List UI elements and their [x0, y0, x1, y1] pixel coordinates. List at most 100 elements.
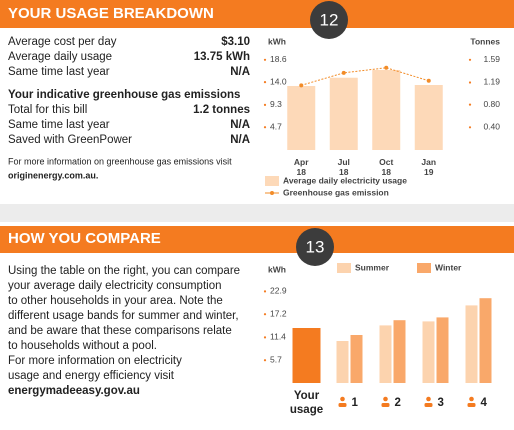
icon-body	[338, 403, 347, 407]
person-icon	[467, 396, 476, 407]
header-bar	[0, 226, 514, 253]
row-value: N/A	[230, 66, 250, 78]
person-icon	[381, 396, 390, 407]
tick-mark	[263, 290, 267, 293]
y2-axis-title: Tonnes	[470, 36, 500, 46]
y2-tick-label: 1.59	[483, 54, 500, 64]
emissions-heading: Your indicative greenhouse gas emissions	[8, 89, 240, 101]
badge-number: 13	[306, 237, 325, 256]
bar	[465, 305, 478, 383]
row-value: 1.2 tonnes	[193, 104, 250, 116]
person-icon	[338, 396, 347, 407]
row-label: Same time last year	[8, 119, 110, 131]
y-tick-label: 9.3	[270, 99, 282, 109]
y-tick-label: 4.7	[270, 121, 282, 131]
tick-mark	[263, 103, 267, 106]
legend-label: Winter	[435, 262, 462, 272]
bar	[350, 335, 363, 383]
y-axis-title: kWh	[268, 264, 286, 274]
line-point	[384, 65, 389, 70]
x-tick-label: 4	[481, 397, 488, 409]
paragraph-line: usage and energy efficiency visit	[8, 370, 175, 382]
y2-tick-label: 0.80	[483, 99, 500, 109]
row-label: Average daily usage	[8, 51, 112, 63]
badge-number: 12	[320, 10, 339, 29]
tick-mark	[468, 126, 472, 129]
legend-dot	[270, 191, 274, 195]
bar	[292, 328, 321, 383]
tick-mark	[263, 313, 267, 316]
icon-head	[383, 396, 388, 402]
bar	[329, 77, 358, 150]
paragraph-line: to other households in your area. Note t…	[8, 295, 223, 307]
bar	[379, 325, 392, 383]
tick-mark	[468, 81, 472, 84]
separator	[0, 204, 514, 222]
paragraph-line: Using the table on the right, you can co…	[8, 265, 240, 277]
y-tick-label: 18.6	[270, 54, 287, 64]
x-tick-label: Oct 18	[379, 157, 393, 177]
y2-tick-label: 1.19	[483, 77, 500, 87]
x-tick-label: Jul 18	[338, 157, 350, 177]
icon-head	[426, 396, 431, 402]
row-value: $3.10	[221, 36, 250, 48]
note: For more information on greenhouse gas e…	[8, 156, 232, 166]
y-axis-title: kWh	[268, 36, 286, 46]
row-label: Total for this bill	[8, 104, 87, 116]
x-tick-label: 3	[438, 397, 444, 409]
x-tick-label: Your usage	[290, 390, 323, 416]
row-value: N/A	[230, 134, 250, 146]
legend-label: Summer	[355, 262, 390, 272]
line-point	[341, 70, 346, 75]
tick-mark	[263, 58, 267, 61]
tick-mark	[468, 58, 472, 61]
bar	[422, 321, 435, 383]
x-tick-label: Jan 19	[421, 157, 436, 177]
bar	[287, 85, 316, 150]
icon-body	[467, 403, 476, 407]
x-tick-label: Apr 18	[294, 157, 309, 177]
bar	[393, 320, 406, 383]
legend-swatch	[337, 263, 351, 273]
bar	[336, 341, 349, 383]
paragraph-line: to households without a pool.	[8, 340, 157, 352]
y-tick-label: 22.9	[270, 286, 287, 296]
y-tick-label: 11.4	[270, 332, 286, 342]
icon-body	[381, 403, 390, 407]
y-tick-label: 5.7	[270, 354, 282, 364]
badge	[296, 228, 334, 266]
bar	[372, 69, 401, 150]
section-title: HOW YOU COMPARE	[8, 230, 161, 247]
tick-mark	[263, 81, 267, 84]
link: originenergy.com.au.	[8, 170, 98, 180]
bar	[436, 317, 449, 383]
legend-label: Average daily electricity usage	[283, 175, 407, 185]
header-bar	[0, 0, 514, 28]
legend-swatch	[417, 263, 431, 273]
y-tick-label: 17.2	[270, 308, 287, 318]
row-value: 13.75 kWh	[194, 51, 250, 63]
icon-head	[340, 396, 345, 402]
paragraph-line: different usage bands for summer and win…	[8, 310, 239, 322]
link: energymadeeasy.gov.au	[8, 385, 140, 397]
badge	[310, 1, 348, 39]
paragraph-line: and be aware that these comparisons rela…	[8, 325, 232, 337]
line-series	[301, 67, 429, 86]
person-icon	[424, 396, 433, 407]
legend-label: Greenhouse gas emission	[283, 187, 389, 197]
section-title: YOUR USAGE BREAKDOWN	[8, 5, 214, 22]
icon-body	[424, 403, 433, 407]
tick-mark	[468, 103, 472, 106]
paragraph-line: For more information on electricity	[8, 355, 182, 367]
x-tick-label: 1	[352, 397, 359, 409]
line-point	[426, 78, 431, 83]
icon-head	[469, 396, 474, 402]
tick-mark	[263, 359, 267, 362]
row-label: Average cost per day	[8, 36, 117, 48]
x-tick-label: 2	[395, 397, 401, 409]
line-point	[299, 83, 304, 88]
paragraph-line: your average daily electricity consumpti…	[8, 280, 222, 292]
row-label: Same time last year	[8, 66, 110, 78]
